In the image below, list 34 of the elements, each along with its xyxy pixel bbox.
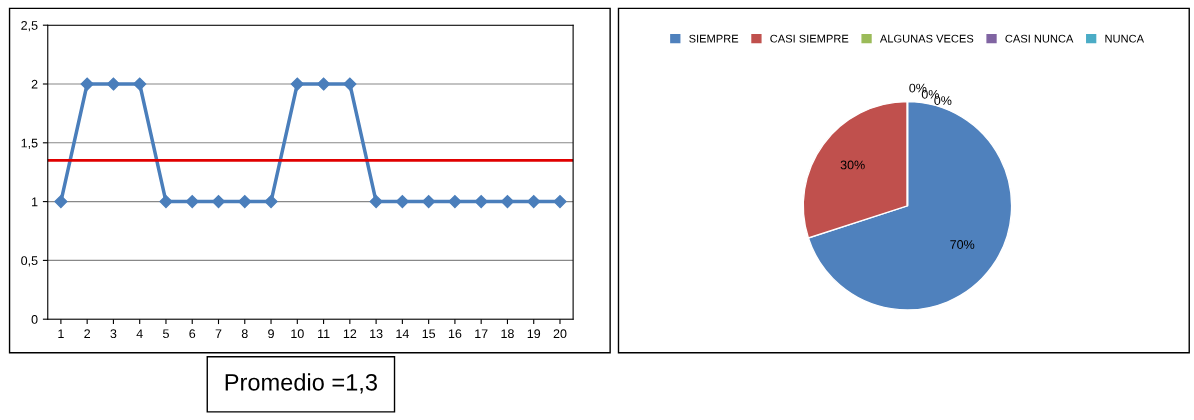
legend-label: CASI SIEMPRE	[770, 34, 849, 43]
x-tick-label: 13	[370, 329, 383, 339]
legend-label: CASI NUNCA	[1005, 34, 1074, 43]
legend-label: SIEMPRE	[689, 34, 739, 43]
x-tick-label: 4	[136, 329, 143, 338]
y-tick-label: 2	[31, 79, 38, 89]
y-tick-label: 0,5	[21, 256, 38, 267]
x-tick-label: 20	[553, 329, 567, 339]
text: Promedio =1,3	[225, 373, 377, 394]
y-tick-label: 1	[32, 197, 38, 207]
x-tick-label: 17	[475, 329, 488, 338]
x-tick-label: 15	[422, 329, 436, 339]
y-tick-label: 1,5	[21, 138, 38, 149]
x-tick-label: 2	[84, 329, 91, 338]
x-tick-label: 10	[291, 329, 304, 339]
x-tick-label: 19	[527, 329, 541, 339]
x-tick-label: 9	[268, 329, 274, 339]
x-tick-label: 5	[162, 329, 169, 339]
legend-label: NUNCA	[1105, 34, 1144, 43]
x-tick-label: 3	[110, 329, 117, 339]
data-label: 70%	[950, 240, 975, 249]
x-tick-label: 7	[215, 329, 222, 338]
legend-label: ALGUNAS VECES	[879, 34, 974, 43]
data-label: 30%	[840, 160, 865, 170]
y-tick-label: 2,5	[21, 21, 38, 32]
x-tick-label: 8	[241, 329, 248, 339]
x-tick-label: 11	[318, 329, 330, 338]
x-tick-label: 16	[448, 329, 462, 339]
x-tick-label: 14	[396, 329, 409, 338]
x-tick-label: 1	[58, 329, 64, 338]
y-tick-label: 0	[31, 315, 38, 324]
x-tick-label: 18	[501, 329, 514, 339]
x-tick-label: 6	[189, 329, 196, 339]
x-tick-label: 12	[343, 329, 357, 338]
